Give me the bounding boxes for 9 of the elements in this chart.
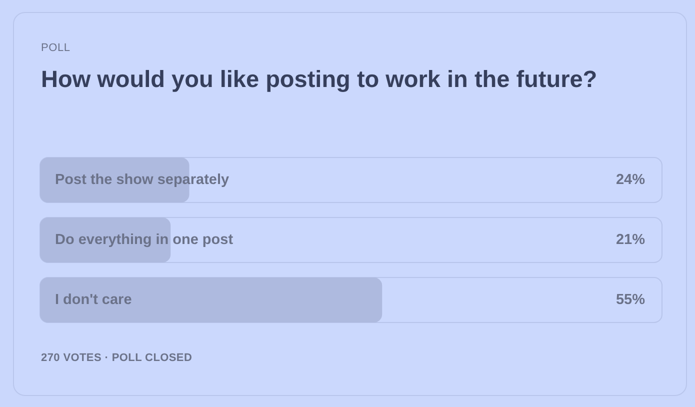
text: POLL — [41, 42, 70, 54]
text: 270 VOTES · POLL CLOSED — [41, 352, 192, 364]
y-tick-label: Post the show separately — [55, 172, 230, 188]
data-label: 24% — [616, 172, 646, 188]
data-label: 21% — [616, 232, 646, 248]
y-tick-label: I don't care — [55, 292, 132, 308]
y-tick-label: Do everything in one post — [55, 232, 234, 248]
data-label: 55% — [616, 292, 646, 308]
chart-title: How would you like posting to work in the future? — [41, 65, 598, 94]
